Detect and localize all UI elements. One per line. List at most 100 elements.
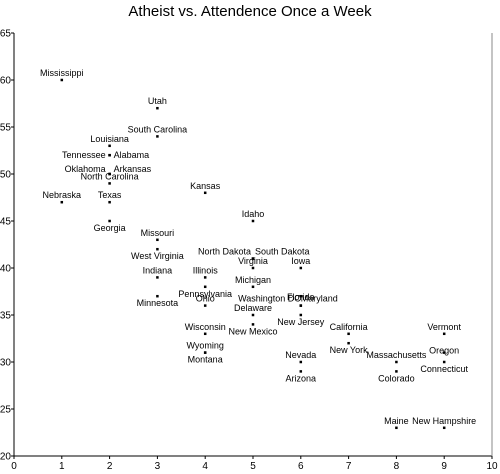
point-marker bbox=[251, 219, 255, 223]
point-label: Idaho bbox=[242, 209, 265, 219]
point-marker bbox=[156, 238, 159, 242]
point-label: Mississippi bbox=[40, 68, 84, 78]
point-label: North Carolina bbox=[81, 171, 139, 181]
point-marker bbox=[395, 370, 398, 373]
point-label: Louisiana bbox=[90, 134, 129, 144]
point-marker bbox=[156, 294, 159, 298]
point-marker bbox=[108, 200, 111, 204]
point-label: Michigan bbox=[235, 275, 271, 285]
point-label: North Dakota bbox=[198, 247, 251, 257]
point-label: Illinois bbox=[193, 265, 219, 275]
y-tick-label: 65 bbox=[0, 29, 11, 40]
x-tick-label: 0 bbox=[11, 461, 17, 472]
point-label: New Mexico bbox=[228, 326, 277, 336]
point-marker bbox=[299, 370, 303, 373]
point-label: New Hampshire bbox=[412, 416, 476, 426]
point-label: Wyoming bbox=[186, 341, 223, 351]
point-marker bbox=[156, 276, 159, 279]
point-marker bbox=[108, 172, 111, 176]
point-marker bbox=[108, 144, 111, 148]
point-marker bbox=[203, 285, 207, 289]
point-marker bbox=[442, 332, 446, 336]
point-label: Kansas bbox=[190, 181, 221, 191]
point-label: Virginia bbox=[238, 256, 268, 266]
point-label: Arizona bbox=[286, 373, 317, 383]
point-marker bbox=[156, 247, 159, 251]
x-tick-label: 8 bbox=[394, 461, 400, 472]
y-tick-label: 35 bbox=[0, 311, 11, 322]
x-tick-label: 7 bbox=[346, 461, 352, 472]
point-label: South Dakota bbox=[255, 247, 310, 257]
x-tick-label: 3 bbox=[155, 461, 161, 472]
point-marker bbox=[251, 285, 255, 289]
y-tick-group: 20 25 30 35 40 45 50 55 60 65 bbox=[0, 29, 14, 463]
point-label: Utah bbox=[148, 96, 167, 106]
point-marker bbox=[347, 332, 350, 336]
point-label: Indiana bbox=[143, 265, 173, 275]
y-tick-label: 25 bbox=[0, 405, 11, 416]
point-marker bbox=[203, 304, 207, 307]
point-marker bbox=[299, 360, 303, 364]
point-label: Iowa bbox=[291, 256, 310, 266]
y-tick-label: 55 bbox=[0, 123, 11, 134]
point-marker bbox=[299, 294, 303, 298]
x-tick-label: 2 bbox=[107, 461, 113, 472]
point-label: New Jersey bbox=[277, 317, 325, 327]
point-label: Connecticut bbox=[420, 364, 468, 374]
point-label: Alabama bbox=[114, 150, 150, 160]
point-marker bbox=[156, 135, 159, 138]
x-tick-label: 1 bbox=[59, 461, 65, 472]
x-tick-label: 10 bbox=[486, 461, 498, 472]
point-label: Oklahoma bbox=[65, 164, 106, 174]
point-marker bbox=[347, 341, 350, 345]
point-label: Massachusetts bbox=[366, 350, 427, 360]
point-marker bbox=[299, 313, 303, 317]
point-label: Vermont bbox=[427, 322, 461, 332]
point-marker bbox=[60, 200, 64, 204]
point-marker bbox=[251, 266, 255, 270]
point-marker bbox=[299, 304, 303, 307]
x-tick-label: 4 bbox=[202, 461, 208, 472]
point-marker bbox=[395, 360, 398, 364]
point-label: Texas bbox=[98, 190, 122, 200]
point-label: Nevada bbox=[285, 350, 316, 360]
point-marker bbox=[203, 332, 207, 336]
y-tick-label: 30 bbox=[0, 358, 11, 369]
x-tick-group: 0 1 2 3 4 5 6 7 8 9 10 bbox=[11, 456, 498, 472]
point-marker bbox=[108, 153, 111, 157]
chart-title: Atheist vs. Attendence Once a Week bbox=[128, 3, 372, 20]
point-marker bbox=[442, 426, 446, 430]
y-tick-label: 60 bbox=[0, 76, 11, 87]
point-label: Maine bbox=[384, 416, 409, 426]
point-label: Wisconsin bbox=[185, 322, 226, 332]
point-marker bbox=[395, 426, 398, 430]
x-tick-label: 6 bbox=[298, 461, 304, 472]
y-tick-label: 50 bbox=[0, 170, 11, 181]
point-marker bbox=[108, 182, 111, 185]
point-marker bbox=[442, 360, 446, 364]
point-marker bbox=[442, 351, 446, 354]
point-marker bbox=[108, 219, 111, 223]
point-marker bbox=[251, 313, 255, 317]
y-tick-label: 20 bbox=[0, 452, 11, 463]
point-label: Colorado bbox=[378, 373, 415, 383]
point-label: Florida bbox=[287, 292, 315, 302]
point-label: Montana bbox=[188, 355, 223, 365]
point-label: Pennsylvania bbox=[178, 289, 232, 299]
point-marker bbox=[156, 106, 159, 110]
point-label: Oregon bbox=[429, 346, 459, 356]
point-marker bbox=[251, 257, 255, 260]
point-marker-group bbox=[60, 78, 446, 430]
point-label: Tennessee bbox=[62, 150, 106, 160]
point-marker bbox=[203, 191, 207, 195]
y-tick-label: 45 bbox=[0, 217, 11, 228]
point-label: California bbox=[330, 322, 368, 332]
point-label: Maryland bbox=[301, 294, 338, 304]
point-marker bbox=[203, 351, 207, 354]
axes bbox=[13, 33, 493, 457]
point-label: Washington DC bbox=[238, 294, 301, 304]
point-label: Missouri bbox=[141, 228, 175, 238]
point-label: South Carolina bbox=[128, 124, 188, 134]
